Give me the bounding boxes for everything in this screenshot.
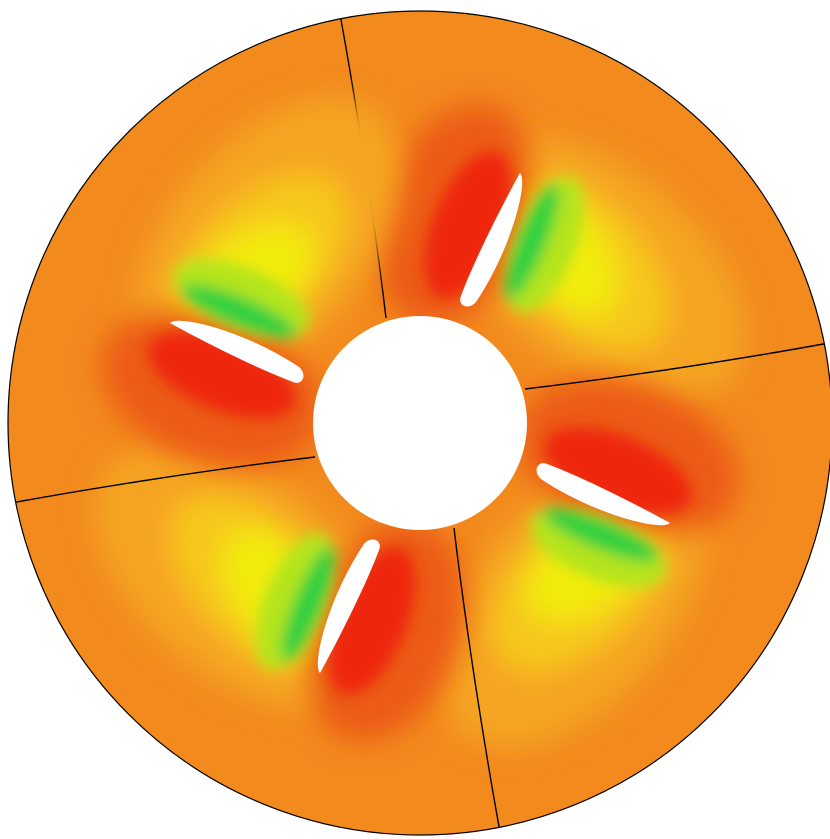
hub — [313, 316, 527, 530]
outer-boundary — [7, 10, 830, 836]
